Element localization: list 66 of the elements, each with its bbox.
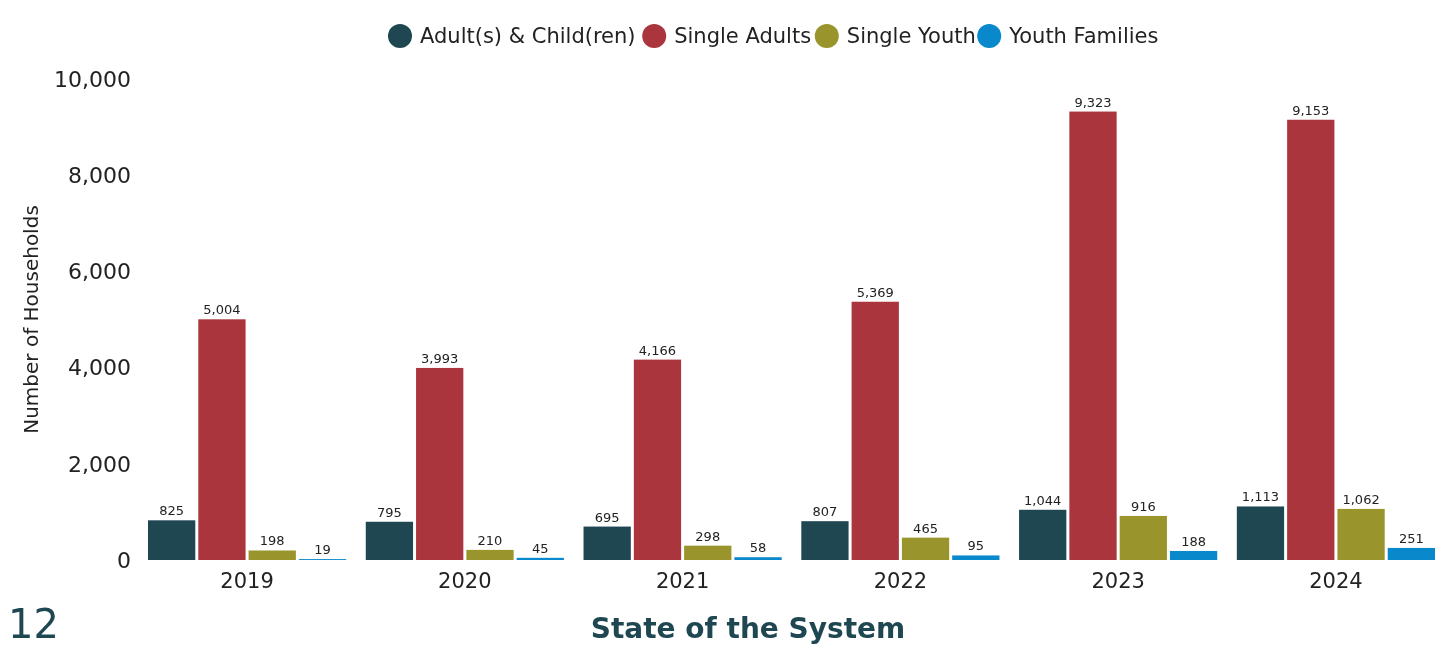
- data-label: 251: [1398, 530, 1424, 546]
- bar: [952, 555, 1000, 560]
- bar: [1169, 550, 1218, 560]
- data-label: 298: [695, 528, 721, 544]
- x-tick-label: 2020: [438, 569, 492, 593]
- bar: [248, 550, 296, 560]
- data-label: 1,113: [1241, 489, 1280, 505]
- data-label: 1,044: [1024, 492, 1062, 508]
- data-label: 795: [376, 504, 402, 520]
- data-label: 9,323: [1074, 94, 1112, 110]
- legend-label: Youth Families: [1008, 24, 1159, 49]
- x-tick-label: 2021: [655, 569, 710, 593]
- bar: [365, 521, 414, 560]
- data-label: 19: [314, 542, 331, 558]
- data-label: 188: [1181, 533, 1207, 549]
- y-tick-label: 0: [117, 547, 131, 573]
- data-label: 825: [159, 503, 185, 519]
- data-label: 210: [477, 532, 503, 548]
- legend-label: Single Youth: [846, 24, 976, 49]
- text: State of the System: [590, 612, 906, 645]
- data-label: 45: [532, 540, 549, 556]
- y-tick-label: 2,000: [68, 451, 131, 477]
- bar: [1387, 547, 1435, 560]
- y-tick-label: 10,000: [54, 66, 131, 92]
- bar: [1019, 509, 1067, 560]
- data-label: 198: [259, 533, 285, 549]
- bar: [801, 521, 849, 560]
- x-tick-label: 2022: [873, 569, 928, 593]
- x-tick-label: 2019: [220, 569, 274, 593]
- x-tick-label: 2023: [1091, 569, 1145, 593]
- bar: [516, 557, 564, 560]
- x-tick-label: 2024: [1309, 569, 1363, 593]
- data-label: 1,062: [1342, 491, 1380, 507]
- data-label: 58: [749, 540, 767, 556]
- data-label: 5,369: [856, 284, 894, 300]
- data-label: 95: [967, 538, 985, 554]
- y-axis-title: Number of Households: [19, 205, 43, 434]
- bar: [466, 549, 514, 560]
- data-label: 9,153: [1292, 102, 1330, 118]
- bar: [901, 537, 950, 560]
- bar: [633, 359, 682, 560]
- data-label: 3,993: [421, 350, 459, 366]
- bar: [1069, 111, 1117, 560]
- bar: [583, 526, 631, 560]
- data-label: 695: [594, 509, 620, 525]
- bar: [1236, 506, 1285, 560]
- data-label: 5,004: [203, 302, 241, 318]
- bar: [1119, 515, 1167, 560]
- data-label: 4,166: [638, 342, 677, 358]
- bar: [851, 301, 899, 560]
- y-tick-label: 6,000: [68, 259, 131, 285]
- bar: [198, 319, 246, 560]
- data-label: 465: [913, 520, 938, 536]
- legend-label: Single Adults: [674, 24, 812, 49]
- bar: [684, 545, 732, 560]
- bar: [148, 520, 196, 560]
- bar: [1337, 508, 1385, 560]
- bar: [1287, 119, 1335, 560]
- text: 12: [8, 601, 59, 647]
- y-tick-label: 8,000: [68, 162, 131, 188]
- bar: [734, 557, 782, 560]
- data-label: 807: [812, 504, 838, 520]
- bar: [416, 367, 464, 560]
- legend-label: Adult(s) & Child(ren): [420, 24, 636, 49]
- y-tick-label: 4,000: [68, 355, 131, 381]
- data-label: 916: [1130, 498, 1156, 514]
